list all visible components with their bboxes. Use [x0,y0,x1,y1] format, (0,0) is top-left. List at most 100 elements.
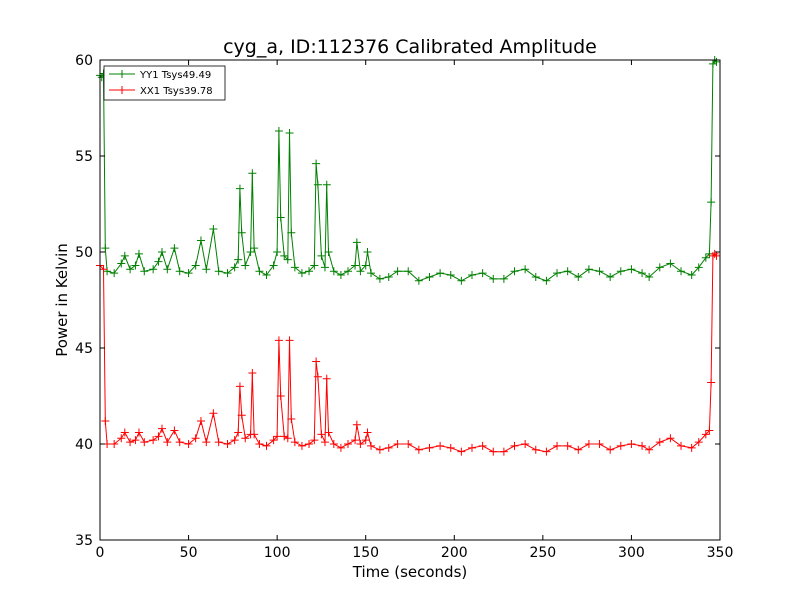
data-point [280,432,289,441]
data-point [584,265,593,274]
data-point [149,265,158,274]
data-point [563,267,572,276]
data-point [120,251,129,260]
data-point [175,267,184,276]
data-point [363,248,372,256]
y-tick-label: 40 [75,437,93,453]
data-point [687,443,696,452]
data-point [101,416,110,425]
data-point [285,336,294,345]
data-point [468,443,476,452]
data-point [352,420,361,429]
data-point [274,336,283,345]
data-point [677,267,686,276]
legend-box [103,65,226,101]
data-point [312,357,321,366]
data-point [170,244,179,253]
data-point [595,440,604,448]
data-point [274,127,283,136]
legend-marker-yy1 [118,70,126,78]
data-point [352,238,361,247]
y-tick-label: 60 [75,53,93,69]
series-line-yy1 [99,59,717,282]
data-point [627,440,636,448]
data-point [269,261,278,270]
data-point [404,440,413,448]
data-point [320,438,329,447]
data-point [184,440,193,448]
data-point [140,267,149,276]
data-point [712,251,721,260]
data-point [414,445,423,454]
data-point [584,440,593,448]
y-tick-label: 50 [75,245,93,261]
data-point [283,434,292,443]
data-point [269,436,278,445]
data-point [262,441,271,450]
data-point [285,128,294,137]
data-point [638,441,647,450]
data-point [131,261,140,270]
data-point [489,274,498,283]
data-point [687,271,696,280]
legend: YY1 Tsys49.49 XX1 Tsys39.78 [103,65,226,101]
legend-label-yy1: YY1 Tsys49.49 [139,70,211,81]
data-point [344,267,352,276]
data-point [297,269,306,278]
data-point [521,265,530,274]
data-point [235,184,244,193]
data-point [312,159,321,168]
plot-area [100,60,720,540]
data-point [196,236,205,245]
data-point [154,257,163,266]
data-point [241,434,250,443]
data-point [356,440,365,448]
data-point [324,428,333,437]
data-point [230,436,239,445]
data-point [521,440,530,448]
data-point [262,271,271,280]
data-point [202,438,211,447]
data-point [310,261,319,270]
data-point [627,265,636,274]
data-point [110,440,119,448]
data-point [468,271,476,280]
x-tick-label: 250 [529,545,556,561]
data-point [436,269,445,278]
data-point [234,428,243,437]
data-point [645,445,654,454]
series-layer [96,56,721,456]
data-point [694,263,703,272]
data-point [117,434,126,443]
y-tick-label: 35 [75,533,93,549]
data-point [553,269,562,278]
data-point [248,368,257,377]
data-point [287,228,296,237]
data-point [163,438,172,447]
data-point [140,438,149,447]
data-point [126,438,135,447]
data-point [184,269,193,278]
data-point [175,438,184,447]
data-point [191,261,200,270]
data-point [237,411,246,420]
data-point [553,441,562,450]
data-point [273,248,282,256]
data-point [250,430,259,439]
data-point [351,436,360,445]
data-point [404,267,413,276]
chart-title: cyg_a, ID:112376 Calibrated Amplitude [223,36,597,58]
data-point [126,265,135,274]
data-point [384,443,393,452]
data-point [499,447,508,456]
data-point [248,169,257,178]
data-point [170,426,179,435]
legend-label-xx1: XX1 Tsys39.78 [140,86,213,97]
x-axis-title: Time (seconds) [352,563,468,581]
data-point [317,430,326,439]
data-point [103,267,112,276]
data-point [666,434,675,443]
data-point [237,228,246,237]
data-point [655,438,664,447]
data-point [117,259,126,268]
